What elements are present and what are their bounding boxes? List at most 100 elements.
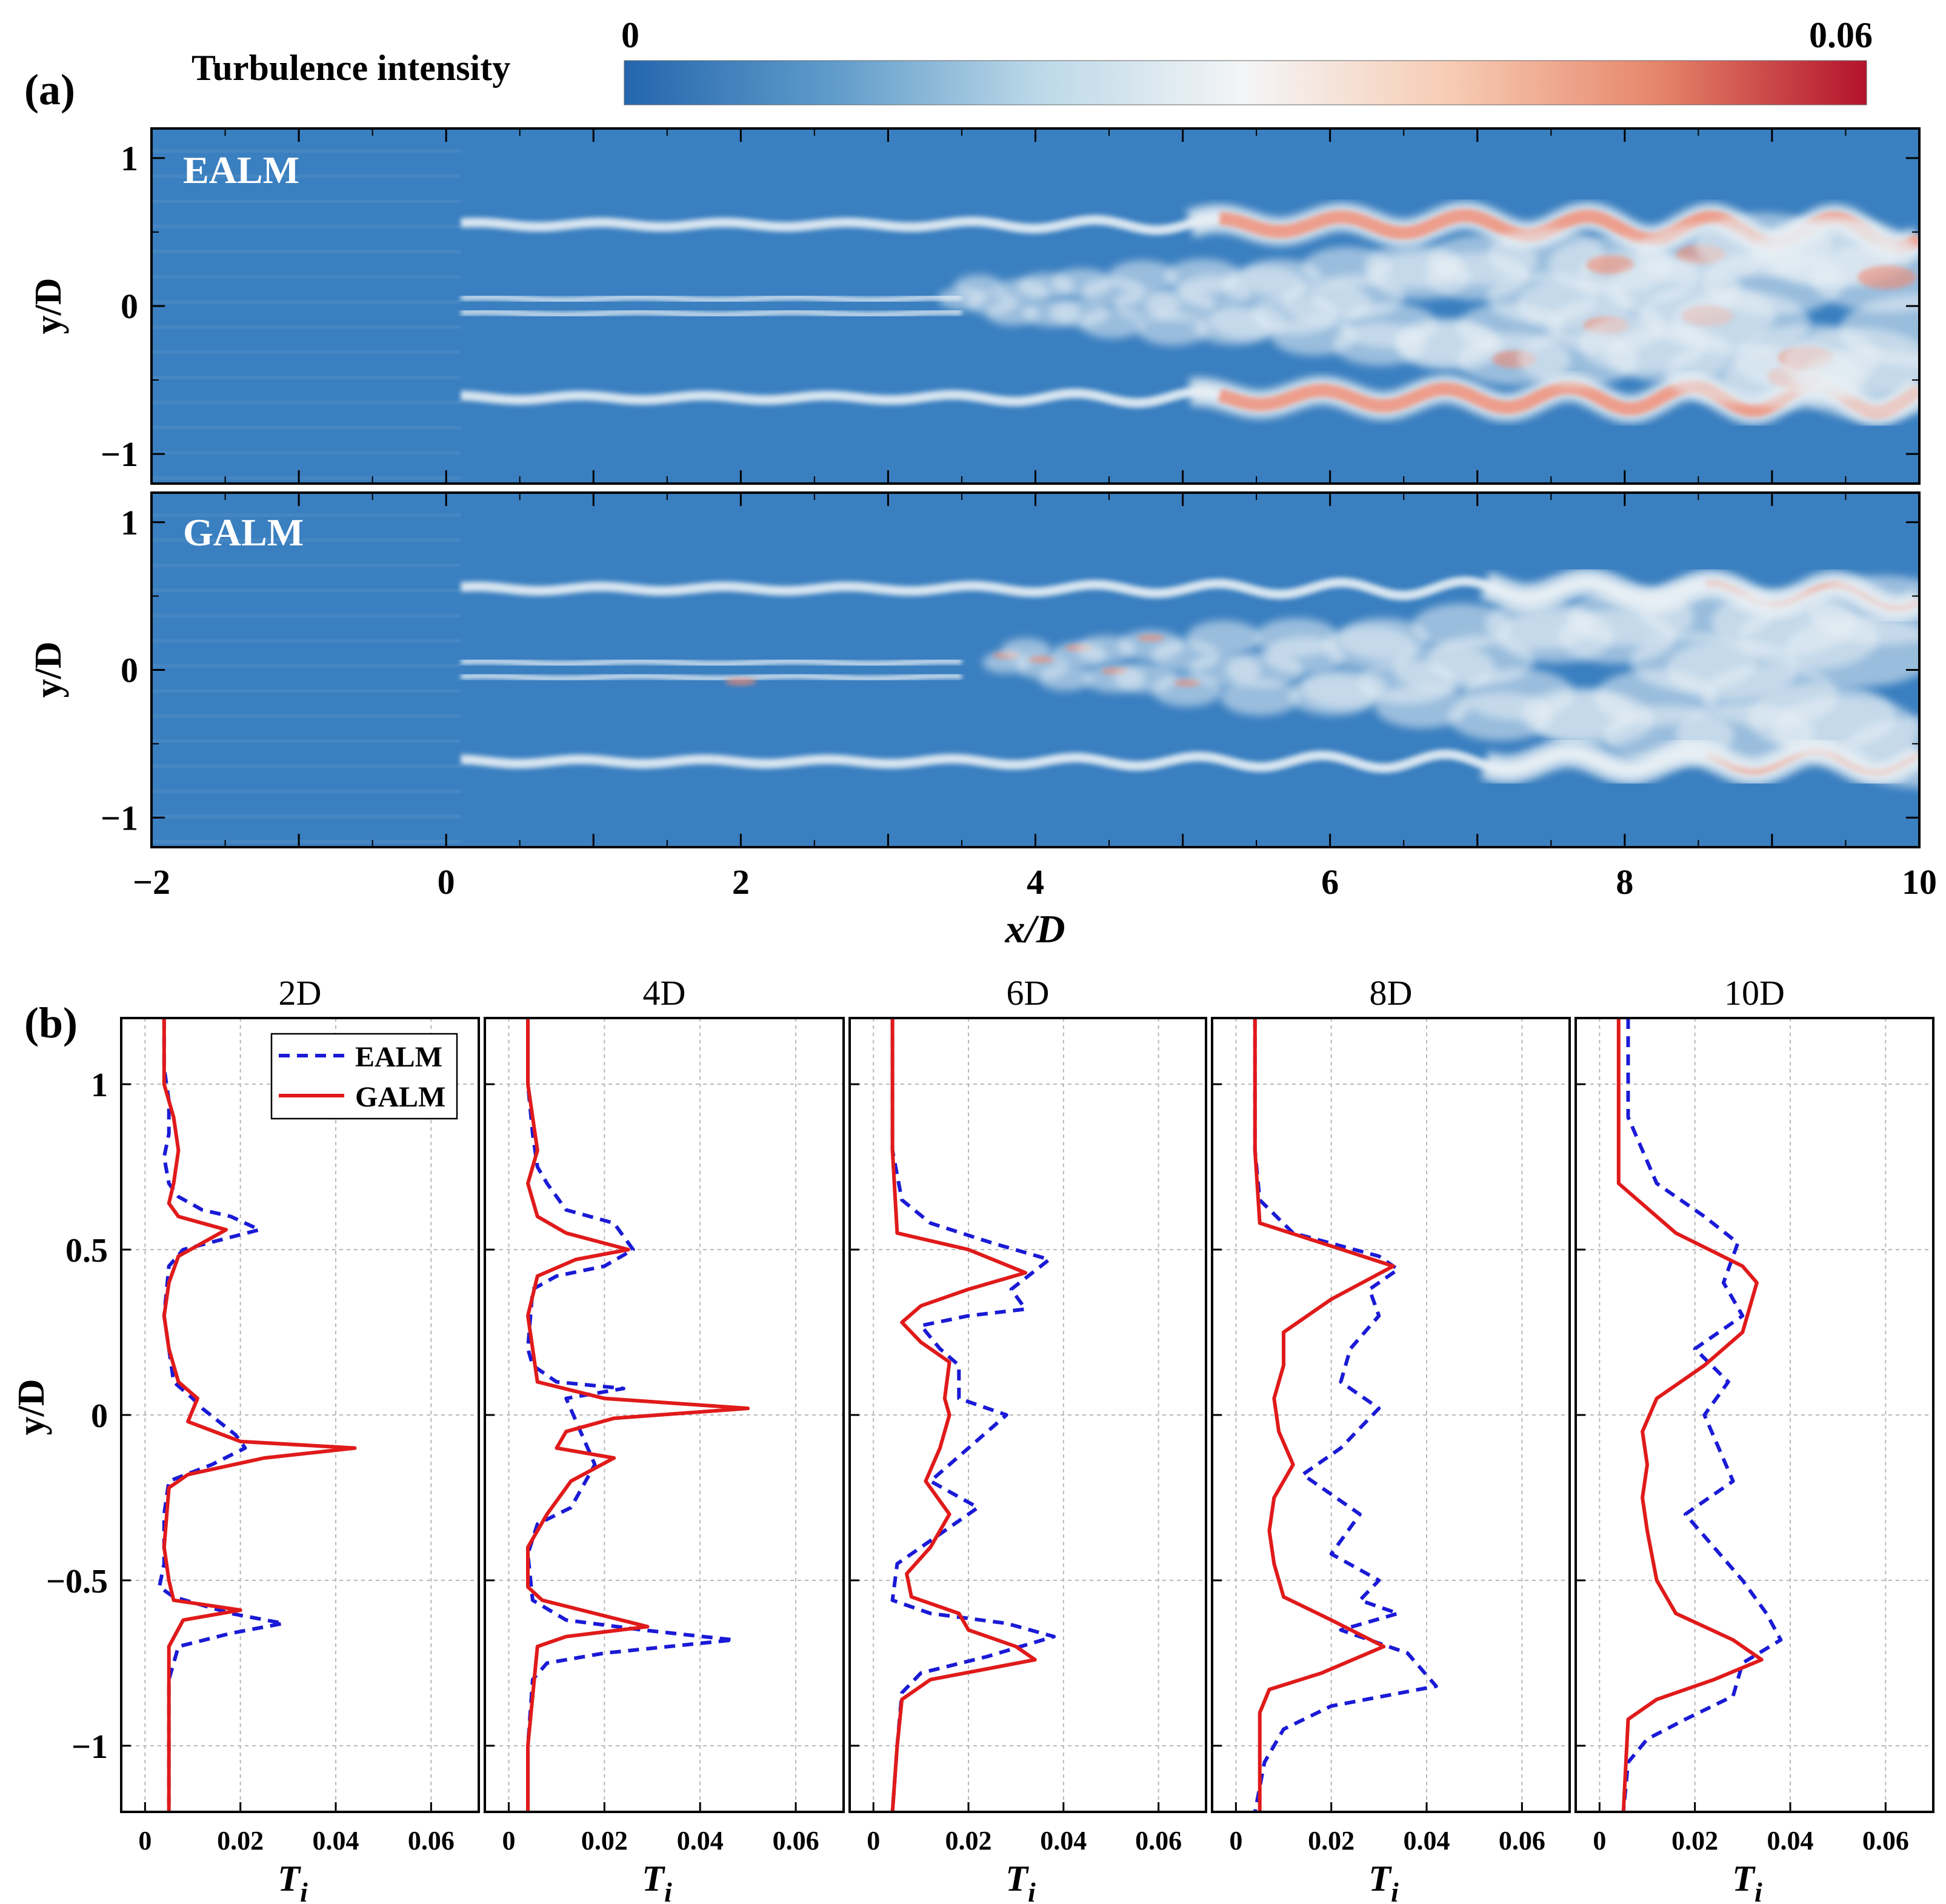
inflow-stripe <box>152 451 461 455</box>
colorbar <box>624 60 1867 105</box>
inflow-stripe <box>152 300 461 304</box>
inflow-stripe <box>152 425 461 430</box>
inflow-stripe <box>152 350 461 355</box>
x-tick-label: 0 <box>867 1826 880 1856</box>
inflow-stripe <box>152 149 461 153</box>
x-tick-label: −2 <box>133 862 170 902</box>
panel-a-ylabel-bottom: y/D <box>28 642 69 698</box>
inflow-stripe <box>152 789 461 793</box>
series-ealm-line <box>890 1018 1056 1812</box>
inflow-stripe <box>152 588 461 593</box>
inflow-stripe <box>152 538 461 542</box>
inflow-stripe <box>152 174 461 178</box>
x-tick-label: 0.06 <box>1862 1826 1909 1856</box>
inflow-stripe <box>152 513 461 518</box>
inflow-stripe <box>152 613 461 617</box>
wake-blob <box>1108 260 1178 293</box>
y-tick-label: 1 <box>121 503 138 542</box>
x-axis-label-main: T <box>1368 1859 1392 1899</box>
root-vortex-trail <box>461 657 962 667</box>
x-tick-label: 0.04 <box>1404 1826 1450 1856</box>
panel-title: 8D <box>1370 973 1413 1013</box>
wake-blob <box>1796 348 1919 420</box>
wake-blob <box>1843 716 1919 788</box>
y-tick-label: −1 <box>101 798 138 837</box>
x-tick-label: 0.06 <box>1135 1826 1182 1856</box>
heatmap-galm <box>152 493 1919 847</box>
x-tick-label: 0.04 <box>677 1826 724 1856</box>
x-axis-label: Ti <box>642 1859 672 1904</box>
x-axis-label-sub: i <box>1028 1877 1036 1904</box>
heatmap-ealm-label: EALM <box>183 148 299 191</box>
x-tick-label: 0 <box>138 1826 152 1856</box>
inflow-stripe <box>152 250 461 254</box>
wake-blob <box>1289 674 1378 716</box>
inflow-stripe <box>152 375 461 379</box>
profile-panel-2D: 2D 0 0.02 0.04 0.06 Ti <box>120 973 480 1904</box>
panel-a-xlabel: x/D <box>1005 907 1065 951</box>
x-tick-label: 2 <box>732 862 750 902</box>
inflow-stripe <box>152 476 461 480</box>
panel-title: 2D <box>279 973 322 1013</box>
x-axis-label-sub: i <box>1391 1877 1399 1904</box>
y-tick-label: 1 <box>91 1067 108 1104</box>
wake-hot-spot <box>1858 265 1916 290</box>
wake-blob <box>1186 620 1261 655</box>
x-axis-label-main: T <box>278 1859 301 1899</box>
profile-panel-4D: 4D 0 0.02 0.04 0.06 Ti <box>484 973 845 1904</box>
x-tick-label: 0.02 <box>1308 1826 1355 1856</box>
x-tick-label: 0.02 <box>945 1826 992 1856</box>
x-tick-label: 0 <box>1229 1826 1242 1856</box>
x-axis-label-sub: i <box>664 1877 672 1904</box>
inflow-stripe <box>152 401 461 405</box>
wake-blob <box>1136 311 1210 346</box>
colorbar-min-label: 0 <box>621 15 639 55</box>
y-tick-label: 0 <box>121 651 138 690</box>
series-galm-line <box>162 1018 357 1812</box>
panel-a-label: (a) <box>24 65 75 114</box>
inflow-stripe <box>152 325 461 329</box>
inflow-stripe <box>152 764 461 768</box>
wake-blob <box>1255 618 1339 657</box>
x-tick-label: 0.06 <box>773 1826 819 1856</box>
x-tick-label: 0.04 <box>313 1826 359 1856</box>
root-vortex-trail <box>461 294 962 304</box>
inflow-stripe <box>152 689 461 693</box>
series-galm-line <box>1616 1018 1764 1812</box>
inflow-stripe <box>152 839 461 844</box>
panel-title: 4D <box>643 973 686 1013</box>
wake-hot-spot <box>1174 679 1201 687</box>
x-tick-label: 0 <box>502 1826 515 1856</box>
wake-blob <box>1038 665 1093 691</box>
y-tick-label: 0.5 <box>65 1232 108 1270</box>
series-galm-line <box>890 1018 1037 1812</box>
y-tick-label: 1 <box>121 139 138 178</box>
x-axis-label-main: T <box>1005 1859 1029 1899</box>
colorbar-max-label: 0.06 <box>1809 15 1873 55</box>
x-tick-label: 10 <box>1902 862 1937 902</box>
legend: EALM GALM <box>270 1033 458 1120</box>
x-tick-label: 0.06 <box>408 1826 455 1856</box>
wake-blob <box>1220 679 1300 716</box>
series-galm-line <box>526 1018 750 1812</box>
inflow-stripe <box>152 199 461 204</box>
heatmap-ealm <box>152 128 1919 484</box>
y-tick-label: 0 <box>121 287 138 326</box>
x-tick-label: 0.04 <box>1040 1826 1087 1856</box>
x-tick-label: 0 <box>1593 1826 1606 1856</box>
x-tick-label: 0.02 <box>581 1826 628 1856</box>
inflow-stripe <box>152 224 461 228</box>
wake-hot-spot <box>725 678 757 685</box>
x-axis-label: Ti <box>1005 1859 1036 1904</box>
inflow-stripe <box>152 564 461 567</box>
wake-hot-spot <box>1138 634 1165 642</box>
wake-blob <box>985 301 1039 326</box>
wake-blob <box>1784 616 1919 687</box>
y-tick-label: −1 <box>72 1728 108 1766</box>
x-axis-label-main: T <box>642 1859 665 1899</box>
x-axis-label-main: T <box>1732 1859 1756 1899</box>
panel-b-ylabel: y/D <box>11 1379 52 1436</box>
x-tick-label: 6 <box>1321 862 1339 902</box>
x-tick-label: 0.06 <box>1499 1826 1545 1856</box>
x-axis-label: Ti <box>1732 1859 1762 1904</box>
